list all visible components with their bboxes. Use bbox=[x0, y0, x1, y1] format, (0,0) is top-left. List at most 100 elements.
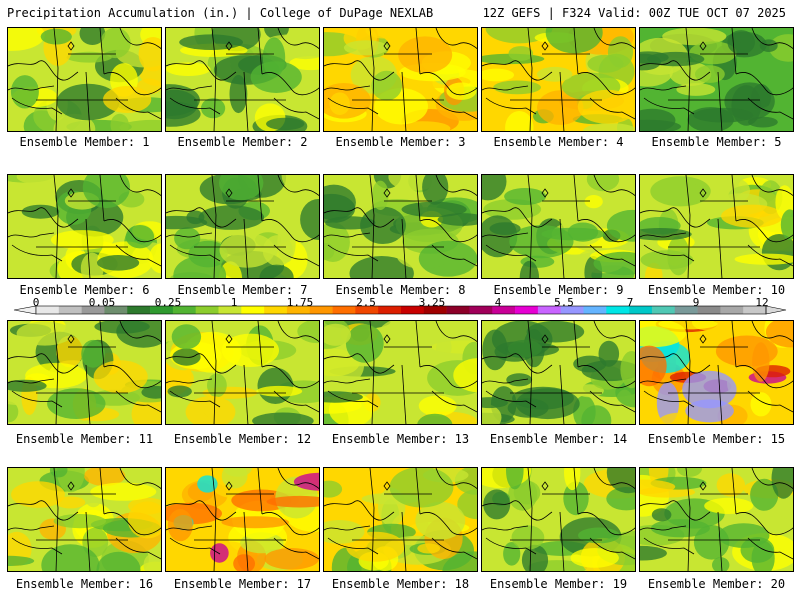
diamond-marker-icon bbox=[225, 41, 233, 51]
precip-blob bbox=[8, 379, 47, 392]
precip-blob bbox=[620, 351, 635, 389]
precip-blob bbox=[371, 70, 402, 101]
boundary-line bbox=[8, 353, 79, 374]
boundary-line bbox=[119, 321, 161, 342]
diamond-marker-icon bbox=[699, 41, 707, 51]
precip-blob bbox=[593, 251, 635, 276]
boundary-line bbox=[415, 175, 421, 222]
precip-blob bbox=[250, 61, 302, 93]
precip-blob bbox=[508, 46, 534, 61]
boundary-line bbox=[415, 468, 421, 515]
precip-map-graphic bbox=[166, 321, 319, 424]
precip-blob bbox=[372, 180, 389, 210]
boundary-line bbox=[435, 468, 477, 489]
colorbar-segment bbox=[355, 306, 379, 314]
colorbar-segment bbox=[537, 306, 561, 314]
precip-blob bbox=[511, 525, 545, 550]
boundary-line bbox=[643, 390, 695, 408]
precip-blob bbox=[110, 113, 129, 131]
precip-blob bbox=[485, 28, 553, 44]
boundary-line bbox=[166, 378, 213, 384]
precip-blob bbox=[582, 123, 635, 131]
boundary-line bbox=[277, 468, 319, 489]
boundary-line bbox=[99, 468, 105, 515]
boundary-line bbox=[685, 468, 691, 571]
diamond-marker-icon bbox=[383, 334, 391, 344]
boundary-line bbox=[53, 28, 59, 131]
boundary-line bbox=[401, 218, 407, 278]
precip-blob bbox=[16, 175, 58, 185]
precip-blob bbox=[421, 331, 452, 364]
precip-blob bbox=[606, 209, 635, 242]
diamond-marker-icon bbox=[67, 41, 75, 51]
boundary-line bbox=[593, 468, 635, 489]
boundary-line bbox=[211, 175, 217, 278]
precip-blob bbox=[563, 481, 589, 516]
precip-blob bbox=[389, 468, 454, 508]
colorbar-segment bbox=[401, 306, 425, 314]
boundary-line bbox=[369, 175, 375, 278]
precip-blob bbox=[173, 256, 227, 278]
precip-blob bbox=[482, 68, 515, 82]
boundary-line bbox=[640, 85, 687, 91]
boundary-line bbox=[589, 97, 635, 120]
precip-blob bbox=[125, 225, 155, 249]
boundary-line bbox=[243, 218, 249, 278]
precip-blob bbox=[11, 242, 41, 277]
colorbar-segment bbox=[446, 306, 470, 314]
ensemble-member-map bbox=[7, 320, 162, 425]
precip-blob bbox=[505, 111, 534, 131]
boundary-line bbox=[640, 207, 711, 228]
precip-blob bbox=[443, 28, 473, 47]
ensemble-member-map bbox=[639, 27, 794, 132]
colorbar-segment bbox=[58, 306, 82, 314]
precip-blob bbox=[79, 28, 106, 45]
boundary-line bbox=[685, 175, 691, 278]
colorbar-segment bbox=[264, 306, 288, 314]
boundary-line bbox=[735, 365, 793, 389]
precip-blob bbox=[21, 204, 60, 219]
ensemble-member-map bbox=[7, 174, 162, 279]
boundary-line bbox=[243, 511, 249, 571]
colorbar-tick-label: 9 bbox=[692, 296, 700, 309]
precip-map-graphic bbox=[640, 468, 793, 571]
precip-blob bbox=[119, 119, 161, 131]
ensemble-member-label: Ensemble Member: 20 bbox=[647, 577, 786, 591]
colorbar-segment bbox=[743, 306, 767, 314]
precip-blob bbox=[752, 342, 770, 382]
precip-blob bbox=[171, 324, 202, 350]
precip-blob bbox=[324, 391, 363, 403]
precip-blob bbox=[640, 228, 692, 241]
boundary-line bbox=[577, 219, 635, 243]
precip-blob bbox=[564, 468, 581, 491]
precip-blob bbox=[141, 385, 161, 399]
boundary-line bbox=[8, 85, 55, 91]
precip-blob bbox=[281, 175, 319, 193]
precip-blob bbox=[401, 201, 467, 218]
colorbar-tick-label: 3.25 bbox=[418, 296, 446, 309]
precip-blob bbox=[587, 54, 624, 73]
boundary-line bbox=[431, 244, 477, 267]
boundary-line bbox=[85, 218, 91, 278]
boundary-line bbox=[747, 97, 793, 120]
precip-map-graphic bbox=[166, 28, 319, 131]
precip-blob bbox=[751, 540, 775, 571]
precip-map-graphic bbox=[324, 175, 477, 278]
precip-blob bbox=[584, 195, 603, 209]
boundary-line bbox=[747, 390, 793, 413]
boundary-line bbox=[257, 28, 263, 75]
precip-blob bbox=[482, 175, 507, 201]
boundary-line bbox=[735, 72, 793, 96]
precip-blob bbox=[693, 107, 754, 123]
precip-blob bbox=[324, 323, 351, 346]
precip-blob bbox=[578, 527, 620, 544]
boundary-line bbox=[324, 500, 395, 521]
precip-blob bbox=[264, 548, 319, 570]
boundary-line bbox=[485, 537, 537, 555]
boundary-line bbox=[115, 390, 161, 413]
boundary-line bbox=[8, 60, 79, 81]
boundary-line bbox=[573, 28, 579, 75]
boundary-line bbox=[261, 72, 319, 96]
colorbar-segment bbox=[195, 306, 219, 314]
precip-blob bbox=[221, 333, 279, 367]
